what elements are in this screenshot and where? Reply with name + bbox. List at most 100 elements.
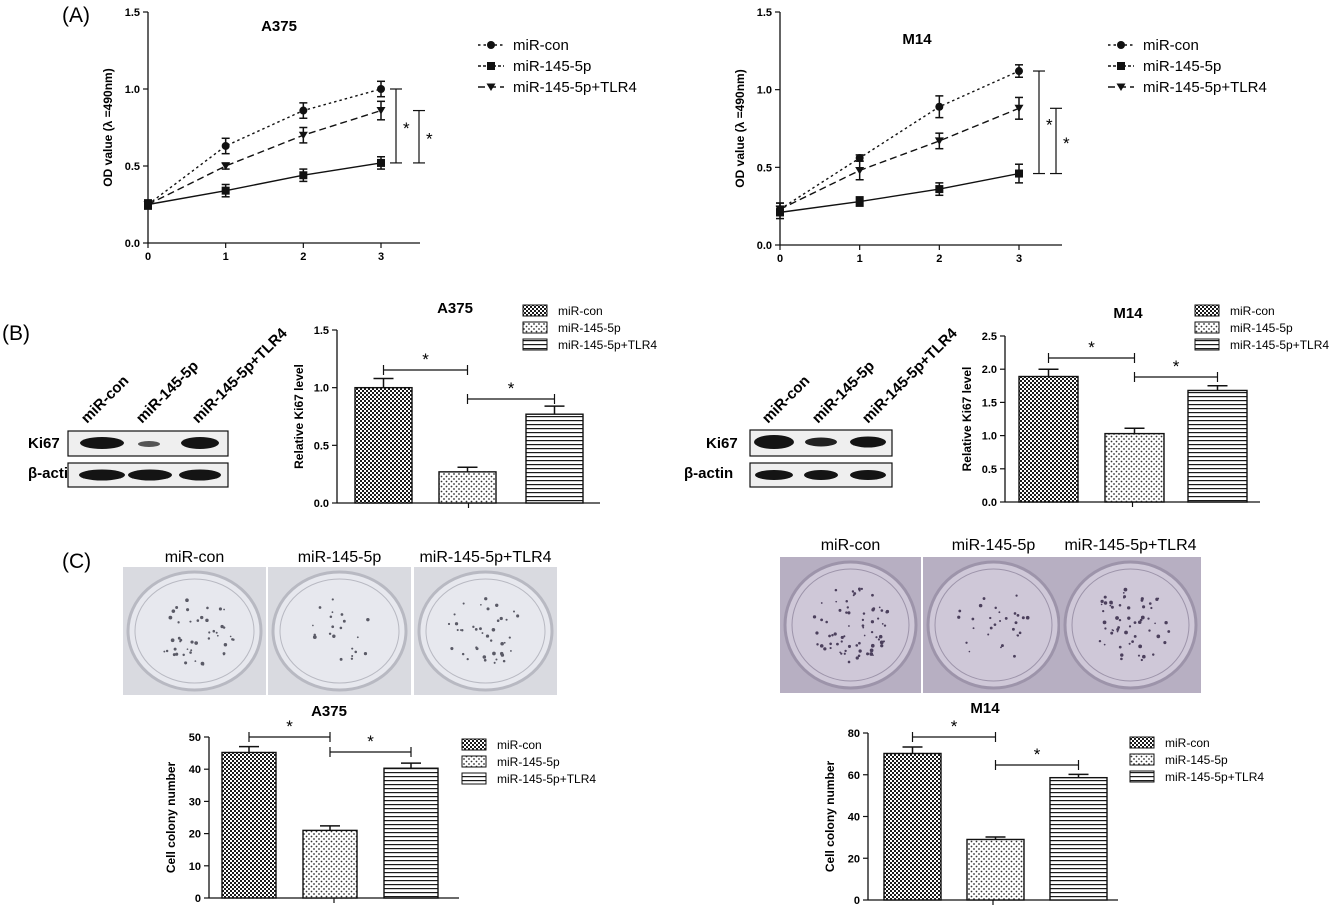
colony (1103, 595, 1107, 599)
colony (229, 635, 232, 638)
colony (847, 611, 851, 615)
colony (844, 649, 847, 653)
legend-label: miR-con (558, 304, 603, 318)
colony (332, 634, 336, 638)
legend-label: miR-145-5p+TLR4 (1143, 79, 1267, 96)
colony (173, 647, 177, 651)
colony (492, 651, 496, 656)
colony (489, 639, 493, 642)
y-tick-label: 0.5 (125, 161, 140, 173)
significance-star: * (403, 119, 410, 138)
colony (847, 660, 851, 664)
blot-band (179, 469, 221, 481)
blot-row-label: β-actin (28, 465, 77, 482)
colony (1124, 630, 1128, 635)
colony (499, 616, 503, 621)
data-point (221, 186, 230, 195)
colony (500, 653, 505, 657)
colony (840, 640, 843, 643)
colony (834, 588, 838, 592)
legend-label: miR-145-5p+TLR4 (1165, 770, 1264, 784)
bar-2 (438, 471, 497, 504)
colony (875, 636, 878, 639)
blot-row-label: Ki67 (28, 435, 60, 452)
colony (1116, 627, 1120, 631)
colony (846, 606, 849, 609)
colony (354, 650, 358, 654)
colony (190, 640, 194, 644)
colony (1120, 653, 1124, 657)
colony (1016, 613, 1020, 617)
colony-image-label: miR-145-5p (298, 549, 382, 566)
bar-chart-colony-a375: 0 10 20 30 40 50 A375 Cell colony number * * miR-c… (164, 703, 596, 905)
data-point (775, 205, 785, 214)
data-point (299, 171, 308, 180)
series-line-1 (147, 88, 382, 206)
legend-swatch (1129, 753, 1155, 766)
colony (881, 622, 884, 625)
x-tick-label: 0 (145, 251, 151, 263)
colony (858, 641, 861, 645)
colony (1110, 631, 1114, 635)
legend-swatch (1129, 736, 1155, 749)
colony (823, 647, 827, 651)
colony (205, 618, 209, 623)
culture-dish (1063, 560, 1198, 690)
colony (1013, 612, 1017, 615)
colony-image-label: miR-145-5p+TLR4 (1064, 537, 1196, 554)
data-point (1117, 62, 1125, 70)
culture-dish (279, 578, 400, 684)
colony (820, 618, 824, 622)
y-tick-label: 50 (189, 732, 201, 744)
colony (1147, 617, 1150, 620)
colony (312, 624, 314, 627)
colony (1123, 587, 1128, 592)
colony (502, 659, 506, 663)
y-tick-label: 0.5 (982, 464, 997, 476)
data-point (935, 185, 944, 194)
series-line-3 (779, 107, 1020, 210)
colony (163, 650, 166, 653)
y-tick-label: 80 (848, 728, 860, 740)
colony (331, 611, 334, 614)
data-point (1014, 104, 1024, 113)
colony (481, 632, 484, 635)
colony (871, 593, 874, 597)
colony (491, 628, 496, 632)
line-chart-m14: 0.0 0.5 1.0 1.5 0 1 2 3 M14 OD value (λ =490nm) * *… (733, 7, 1267, 265)
colony (1098, 639, 1102, 643)
colony (1167, 630, 1171, 633)
colony (510, 650, 512, 652)
significance-star: * (367, 732, 374, 751)
colony (312, 635, 317, 639)
colony (172, 653, 176, 657)
colony (194, 641, 199, 645)
colony (1128, 642, 1131, 645)
colony (1128, 625, 1132, 628)
western-blot-a375: miR-con miR-145-5p miR-145-5p+TLR4 Ki67 … (28, 324, 291, 488)
blot-band (128, 469, 172, 481)
legend-label: miR-con (497, 738, 542, 752)
colony (453, 613, 456, 616)
colony (987, 633, 990, 636)
colony-image-label: miR-con (821, 537, 881, 554)
colony (212, 629, 216, 633)
data-point (487, 41, 495, 49)
x-tick-label: 2 (300, 251, 306, 263)
colony (1000, 646, 1002, 649)
colony (366, 617, 370, 622)
y-axis-label: Cell colony number (823, 760, 837, 872)
y-tick-label: 20 (189, 829, 201, 841)
culture-dish (417, 570, 554, 692)
legend-label: miR-145-5p+TLR4 (513, 79, 637, 96)
legend-swatch (522, 338, 548, 351)
y-tick-label: 10 (189, 861, 201, 873)
colony (480, 603, 482, 606)
colony (1111, 602, 1113, 605)
legend-swatch (522, 321, 548, 334)
colony (223, 608, 225, 611)
colony (1018, 631, 1022, 635)
colony (186, 648, 189, 651)
data-point (1015, 169, 1023, 178)
